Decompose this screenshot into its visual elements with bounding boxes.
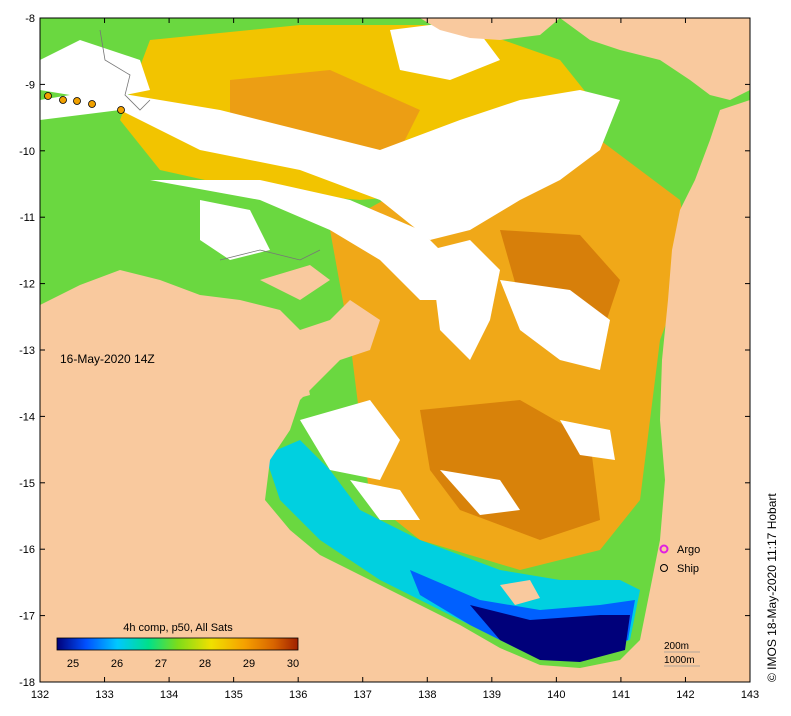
colorbar-tick-label: 29	[243, 658, 255, 670]
lat-tick-label: -14	[19, 411, 35, 423]
south-gulf-cyan-band	[265, 440, 640, 660]
land-northern-territory	[40, 100, 750, 682]
latitude-axis: -8 -9 -10 -11 -12 -13 -14 -15 -16 -17 -18	[19, 13, 750, 689]
date-label: 16-May-2020 14Z	[60, 352, 155, 366]
argo-float-track	[44, 92, 125, 114]
legend-argo-label: Argo	[677, 544, 700, 556]
colorbar-tick-label: 28	[199, 658, 211, 670]
argo-marker-icon	[659, 544, 669, 554]
lat-tick-label: -12	[19, 279, 35, 291]
land-groote-eylandt	[285, 370, 310, 400]
lat-tick-label: -16	[19, 544, 35, 556]
lat-tick-label: -9	[25, 79, 35, 91]
lon-tick-label: 133	[95, 689, 113, 701]
colorbar-title: 4h comp, p50, All Sats	[123, 622, 233, 634]
lon-tick-label: 132	[31, 689, 49, 701]
lat-tick-label: -15	[19, 478, 35, 490]
colorbar-tick-label: 26	[111, 658, 123, 670]
lon-tick-label: 142	[676, 689, 694, 701]
lon-tick-label: 143	[741, 689, 759, 701]
colorbar-bar	[56, 637, 299, 651]
lat-tick-label: -8	[25, 13, 35, 25]
gulf-hot-core-south	[420, 400, 600, 540]
contour-legend: 200m 1000m	[664, 641, 700, 667]
colorbar-tick-label: 27	[155, 658, 167, 670]
lat-tick-label: -11	[20, 212, 35, 224]
lat-tick-label: -18	[19, 677, 35, 689]
lat-tick-label: -13	[19, 345, 35, 357]
longitude-axis: 132 133 134 135 136 137 138 139 140 141 142 143	[31, 18, 759, 701]
south-gulf-deep-blue	[470, 605, 630, 662]
colorbar: 4h comp, p50, All Sats 25 26 27 28 29 30	[56, 622, 299, 670]
lon-tick-label: 137	[354, 689, 372, 701]
lat-tick-label: -17	[19, 611, 35, 623]
lon-tick-label: 141	[612, 689, 630, 701]
lat-tick-label: -10	[19, 146, 35, 158]
legend: Argo Ship	[659, 544, 700, 575]
land-cape-york	[560, 18, 750, 100]
contour-1000-label: 1000m	[664, 655, 695, 666]
colorbar-tick-label: 30	[287, 658, 299, 670]
cloud-gaps	[40, 20, 620, 520]
lon-tick-label: 135	[224, 689, 242, 701]
contour-200-label: 200m	[664, 641, 689, 652]
colorbar-tick-label: 25	[67, 658, 79, 670]
legend-ship-label: Ship	[677, 563, 699, 575]
lon-tick-label: 138	[418, 689, 436, 701]
lon-tick-label: 134	[160, 689, 178, 701]
lon-tick-label: 140	[547, 689, 565, 701]
map-plot-area	[40, 18, 750, 682]
colorbar-ticks: 25 26 27 28 29 30	[67, 658, 299, 670]
lon-tick-label: 136	[289, 689, 307, 701]
land-new-guinea-edge	[420, 18, 560, 40]
land-mornington-island	[500, 580, 540, 605]
ship-marker-icon	[660, 564, 668, 572]
credit-label: © IMOS 18-May-2020 11:17 Hobart	[765, 493, 779, 682]
bathymetry-contours	[99, 29, 321, 261]
land-croker-island	[260, 265, 330, 300]
lon-tick-label: 139	[483, 689, 501, 701]
